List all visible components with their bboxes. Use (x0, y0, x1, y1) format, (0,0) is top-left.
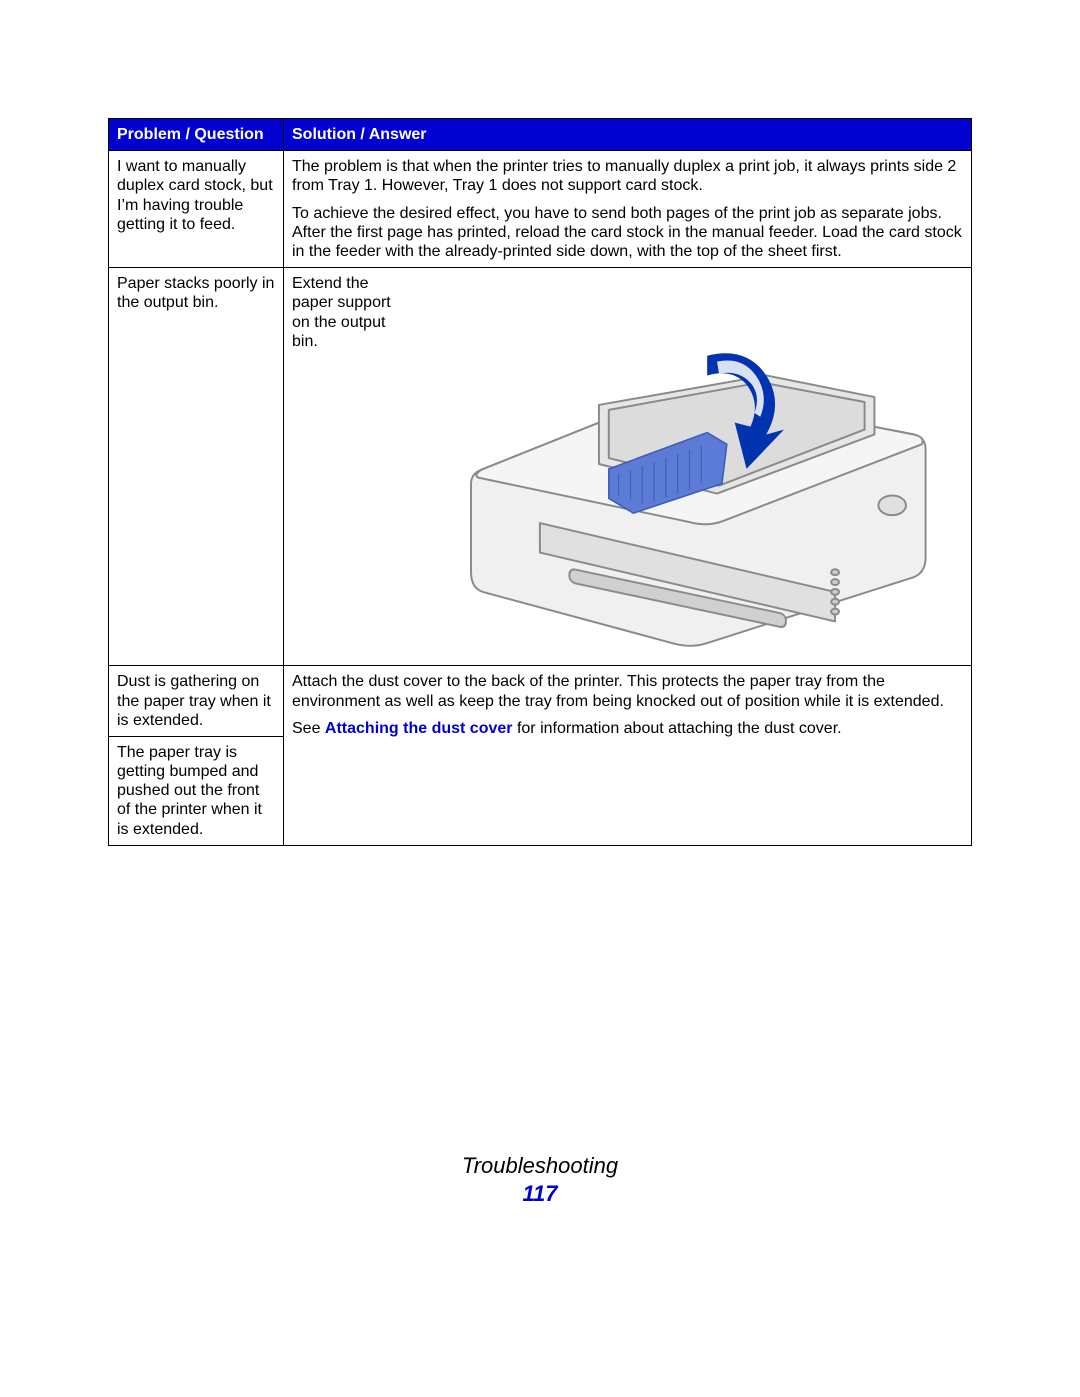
question-cell: I want to manually duplex card stock, bu… (109, 151, 284, 268)
question-cell: The paper tray is getting bumped and pus… (109, 736, 284, 845)
footer-title: Troubleshooting (0, 1153, 1080, 1179)
answer-cell: Attach the dust cover to the back of the… (284, 666, 972, 846)
column-header-question: Problem / Question (109, 119, 284, 151)
page-content: Problem / Question Solution / Answer I w… (0, 0, 1080, 846)
printer-illustration (402, 274, 963, 659)
table-row: Dust is gathering on the paper tray when… (109, 666, 972, 737)
table-row: Paper stacks poorly in the output bin. E… (109, 268, 972, 666)
answer-cell: The problem is that when the printer tri… (284, 151, 972, 268)
table-row: I want to manually duplex card stock, bu… (109, 151, 972, 268)
text-run: for information about attaching the dust… (513, 720, 842, 737)
answer-paragraph: Attach the dust cover to the back of the… (292, 672, 963, 710)
column-header-answer: Solution / Answer (284, 119, 972, 151)
dust-cover-link[interactable]: Attaching the dust cover (325, 720, 513, 737)
question-cell: Paper stacks poorly in the output bin. (109, 268, 284, 666)
answer-paragraph: See Attaching the dust cover for informa… (292, 719, 963, 738)
answer-cell: Extend the paper support on the output b… (284, 268, 972, 666)
answer-paragraph: Extend the paper support on the output b… (292, 274, 402, 351)
text-run: See (292, 720, 325, 737)
page-number: 117 (0, 1181, 1080, 1207)
question-cell: Dust is gathering on the paper tray when… (109, 666, 284, 737)
page-footer: Troubleshooting 117 (0, 1153, 1080, 1207)
answer-paragraph: The problem is that when the printer tri… (292, 157, 963, 195)
answer-paragraph: To achieve the desired effect, you have … (292, 204, 963, 262)
troubleshooting-table: Problem / Question Solution / Answer I w… (108, 118, 972, 846)
